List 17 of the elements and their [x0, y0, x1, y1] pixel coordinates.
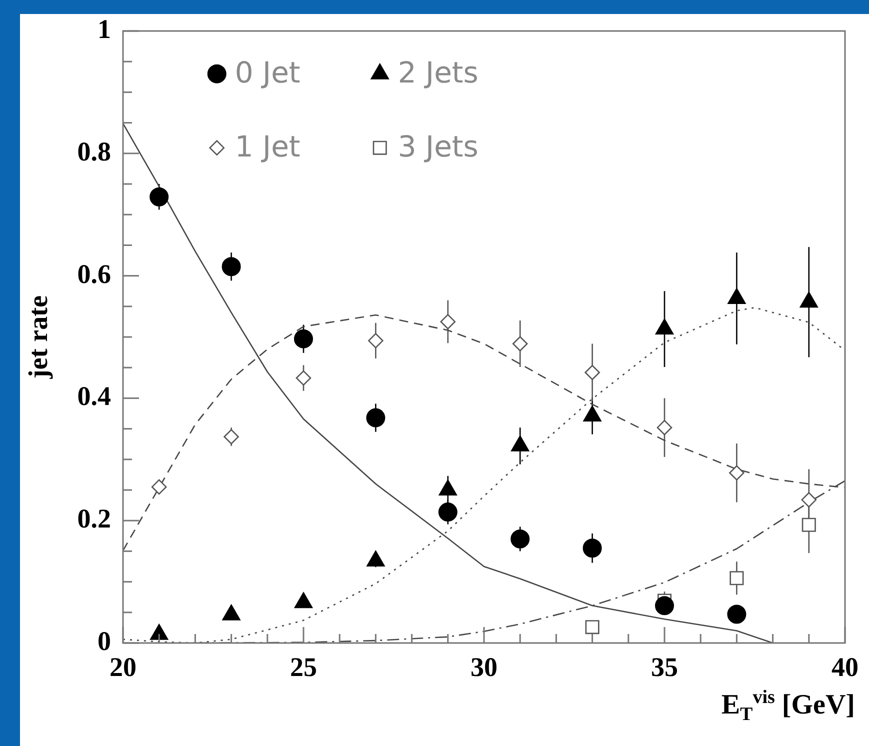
x-tick-label: 35: [651, 652, 678, 682]
legend-label: 1 Jet: [234, 129, 300, 164]
y-tick-label: 1: [98, 14, 111, 44]
x-tick-label: 30: [470, 652, 498, 682]
y-tick-label: 0.4: [77, 381, 111, 412]
legend-label: 2 Jets: [398, 55, 478, 90]
y-tick-label: 0: [98, 626, 111, 656]
y-tick-label: 0.6: [77, 258, 111, 289]
x-tick-label: 40: [832, 652, 858, 682]
y-tick-label: 0.2: [77, 504, 111, 534]
x-axis-title: E$_{T}$$^{vis}$ [GeV]: [721, 687, 855, 726]
legend-label: 0 Jet: [234, 55, 300, 90]
legend-label: 3 Jets: [398, 129, 478, 164]
y-axis-title: jet rate: [23, 295, 54, 380]
x-tick-label: 25: [290, 652, 317, 682]
x-tick-label: 20: [110, 652, 136, 682]
y-tick-label: 0.8: [77, 136, 111, 166]
